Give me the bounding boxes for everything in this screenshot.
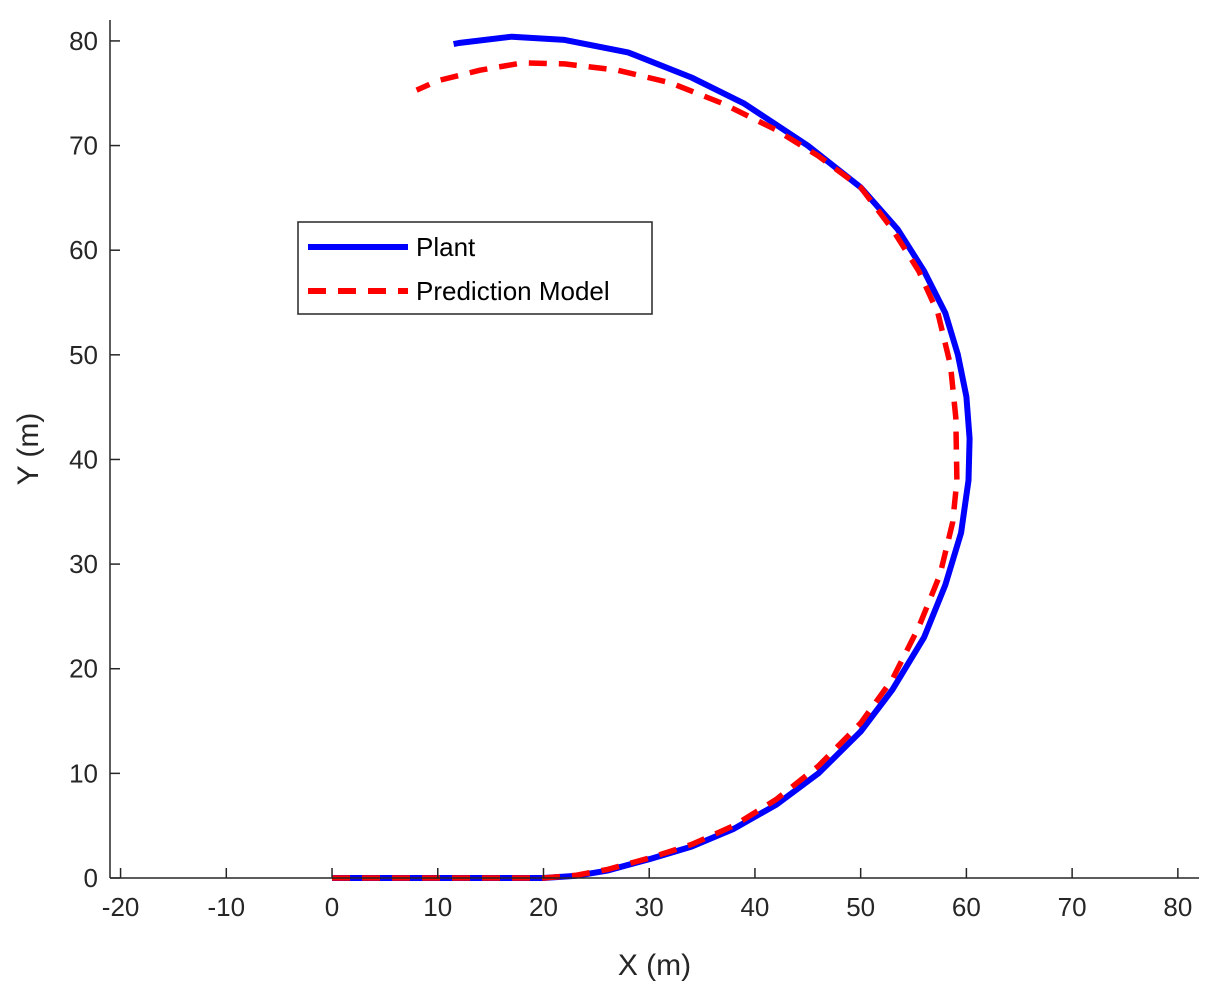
x-tick-label: 70 [1058, 892, 1087, 922]
y-axis-ticks: 0 10 20 30 40 50 60 70 80 [69, 26, 120, 893]
y-tick-label: 10 [69, 758, 98, 788]
x-tick-label: 50 [846, 892, 875, 922]
x-tick-label: 40 [740, 892, 769, 922]
x-tick-label: 10 [423, 892, 452, 922]
x-tick-label: 20 [529, 892, 558, 922]
y-tick-label: 70 [69, 131, 98, 161]
x-tick-label: -20 [102, 892, 140, 922]
series-line-plant [332, 33, 973, 881]
x-axis-ticks: -20 -10 0 10 20 30 40 50 60 70 80 [102, 868, 1192, 922]
legend-label-prediction-model: Prediction Model [416, 276, 610, 306]
x-tick-label: -10 [208, 892, 246, 922]
legend-box [297, 221, 653, 315]
y-tick-label: 60 [69, 235, 98, 265]
x-tick-label: 60 [952, 892, 981, 922]
legend: Plant Prediction Model [297, 221, 653, 315]
y-tick-label: 0 [84, 863, 98, 893]
y-tick-label: 80 [69, 26, 98, 56]
x-tick-label: 80 [1163, 892, 1192, 922]
y-tick-label: 40 [69, 444, 98, 474]
y-tick-label: 30 [69, 549, 98, 579]
series-line-prediction-model [332, 60, 960, 881]
y-axis-label: Y (m) [12, 413, 45, 486]
x-axis-label: X (m) [618, 949, 691, 982]
y-tick-label: 20 [69, 654, 98, 684]
legend-label-plant: Plant [416, 232, 476, 262]
series-layer [332, 33, 973, 881]
y-tick-label: 50 [69, 340, 98, 370]
x-tick-label: 30 [635, 892, 664, 922]
x-tick-label: 0 [325, 892, 339, 922]
